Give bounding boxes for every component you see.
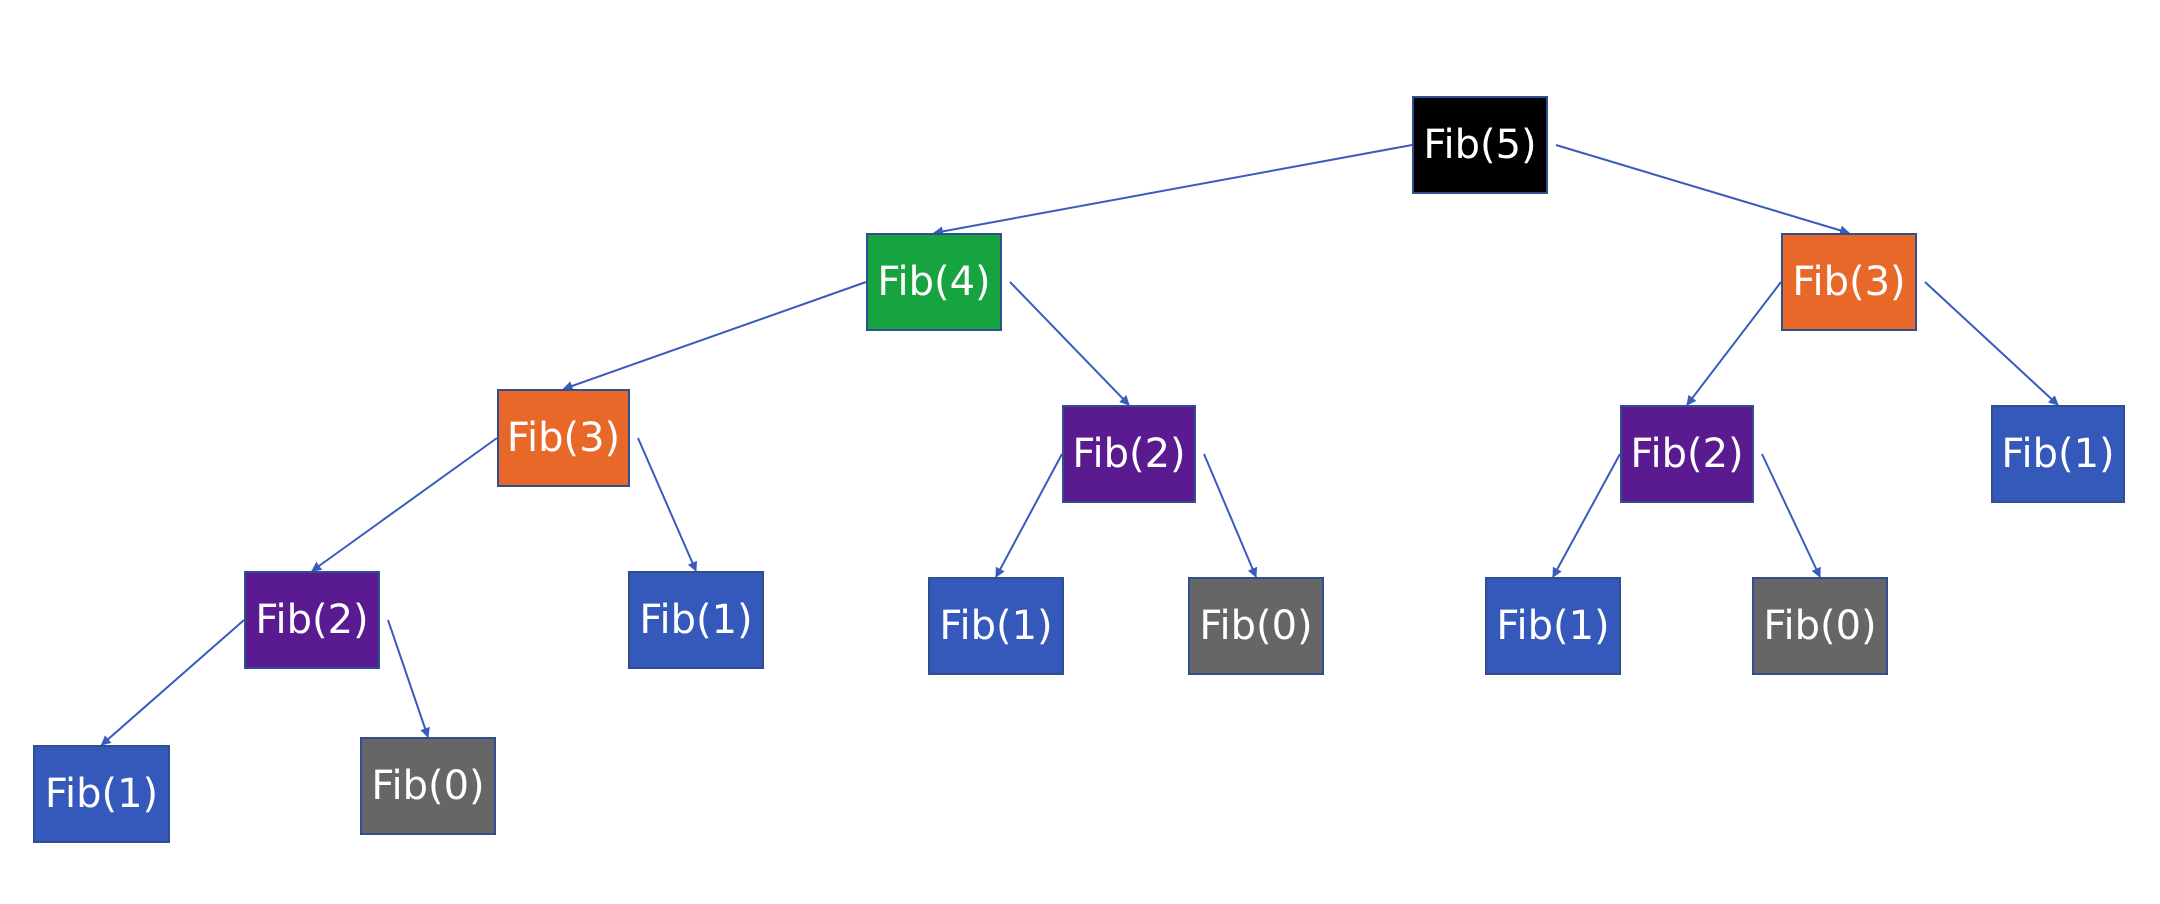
edge-n5-to-n3r xyxy=(1555,144,1850,236)
node-fib-0-middle: Fib(0) xyxy=(1188,577,1324,675)
edge-n3r-to-n2r xyxy=(1686,281,1782,406)
edge-n2l-to-n0ll xyxy=(387,619,430,738)
node-fib-0-left: Fib(0) xyxy=(360,737,496,835)
node-fib-3-left: Fib(3) xyxy=(497,389,630,487)
node-fib-1-far-right: Fib(1) xyxy=(1991,405,2125,503)
node-fib-4: Fib(4) xyxy=(866,233,1002,331)
edge-n2r-to-n1r xyxy=(1552,453,1621,578)
edge-n3l-to-n1l3 xyxy=(637,437,697,572)
edge-n3r-to-n1rr xyxy=(1924,281,2059,406)
edge-n2m-to-n1m xyxy=(995,453,1063,578)
node-fib-1-right: Fib(1) xyxy=(1485,577,1621,675)
node-fib-1-left-mid: Fib(1) xyxy=(628,571,764,669)
edge-n2l-to-n1ll xyxy=(100,619,245,746)
edge-n3l-to-n2l xyxy=(311,437,498,572)
node-fib-2-middle: Fib(2) xyxy=(1062,405,1196,503)
node-fib-1-middle: Fib(1) xyxy=(928,577,1064,675)
node-fib-1-far-left: Fib(1) xyxy=(33,745,170,843)
node-fib-3-right: Fib(3) xyxy=(1781,233,1917,331)
node-fib-2-right: Fib(2) xyxy=(1620,405,1754,503)
edge-n5-to-n4 xyxy=(933,144,1413,237)
edge-n2r-to-n0r xyxy=(1761,453,1821,578)
node-fib-2-left: Fib(2) xyxy=(244,571,380,669)
edge-n2m-to-n0m xyxy=(1203,453,1258,578)
node-fib-5: Fib(5) xyxy=(1412,96,1548,194)
edge-n4-to-n2m xyxy=(1009,281,1130,406)
edge-n4-to-n3l xyxy=(562,281,867,391)
node-fib-0-right: Fib(0) xyxy=(1752,577,1888,675)
